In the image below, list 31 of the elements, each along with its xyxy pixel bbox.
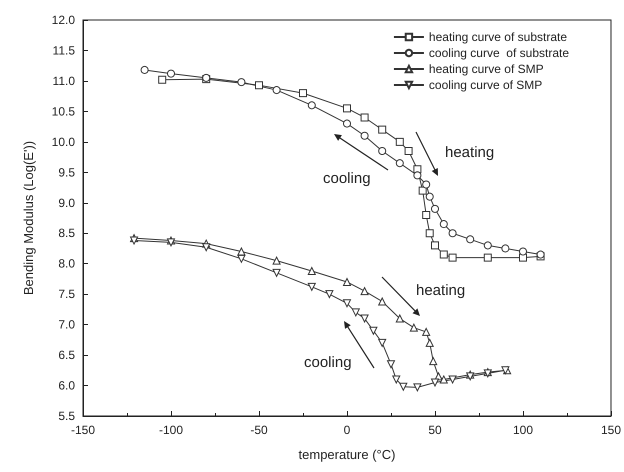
annotation: cooling [323, 170, 371, 187]
y-tick-label: 12.0 [52, 13, 76, 27]
y-tick-label: 7.5 [58, 287, 76, 302]
legend-label: cooling curve of substrate [428, 46, 570, 60]
y-tick-label: 7.0 [58, 318, 76, 332]
legend-label: heating curve of SMP [428, 62, 544, 76]
y-tick-label: 6.0 [58, 378, 76, 393]
y-tick-label: 5.5 [58, 409, 76, 423]
y-tick-label: 8.5 [58, 226, 76, 240]
x-tick-label: 150 [600, 423, 622, 437]
x-tick-label: -150 [70, 423, 96, 437]
y-axis-title: Bending Modulus (Log(E')) [21, 140, 36, 296]
x-tick-label: -100 [158, 423, 184, 437]
x-axis-title: temperature (°C) [298, 447, 396, 462]
y-tick-label: 11.5 [52, 43, 76, 58]
annotation: cooling [304, 354, 352, 371]
legend-label: cooling curve of SMP [428, 78, 542, 92]
x-tick-label: 50 [428, 423, 442, 437]
y-tick-label: 9.0 [58, 196, 76, 210]
x-tick-label: 100 [512, 423, 534, 437]
legend-label: heating curve of substrate [428, 30, 568, 44]
annotation: heating [445, 144, 494, 161]
x-tick-label: -50 [250, 423, 268, 437]
y-tick-label: 10.5 [52, 104, 76, 118]
y-tick-label: 9.5 [58, 165, 76, 180]
y-tick-label: 8.0 [58, 256, 76, 271]
y-tick-label: 10.0 [52, 134, 76, 149]
x-tick-label: 0 [344, 423, 351, 437]
y-tick-label: 6.5 [58, 348, 76, 362]
annotation: heating [416, 282, 466, 299]
y-tick-label: 11.0 [52, 74, 76, 88]
